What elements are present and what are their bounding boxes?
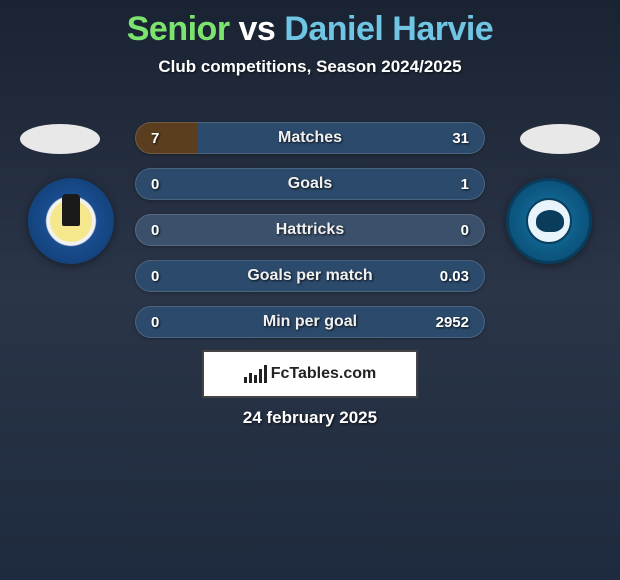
chart-icon [244,365,267,383]
stat-label: Matches [135,129,485,147]
stat-value-left: 0 [151,314,159,331]
stat-row: 0Goals per match0.03 [135,260,485,292]
stat-value-right: 0 [461,222,469,239]
player1-name: Senior [127,10,230,48]
bristol-rovers-badge [28,178,114,264]
stat-row: 0Goals1 [135,168,485,200]
stat-value-right: 2952 [436,314,469,331]
stat-value-right: 0.03 [440,268,469,285]
stat-label: Min per goal [135,313,485,331]
stat-value-right: 31 [452,130,469,147]
vs-separator: vs [230,10,285,48]
wycombe-wanderers-badge [506,178,592,264]
player2-name: Daniel Harvie [284,10,493,48]
stat-row: 0Min per goal2952 [135,306,485,338]
stat-value-left: 0 [151,268,159,285]
stat-row: 0Hattricks0 [135,214,485,246]
stat-value-left: 0 [151,222,159,239]
player2-silhouette [520,124,600,154]
stat-row: 7Matches31 [135,122,485,154]
player1-silhouette [20,124,100,154]
stat-value-left: 7 [151,130,159,147]
brand-text: FcTables.com [271,365,377,383]
snapshot-date: 24 february 2025 [0,408,620,428]
stat-label: Hattricks [135,221,485,239]
stat-value-left: 0 [151,176,159,193]
club-crest-icon [526,198,572,244]
club-crest-icon [50,200,92,242]
season-subtitle: Club competitions, Season 2024/2025 [0,57,620,77]
stat-label: Goals [135,175,485,193]
stat-label: Goals per match [135,267,485,285]
stat-value-right: 1 [461,176,469,193]
brand-watermark: FcTables.com [202,350,418,398]
comparison-title: Senior vs Daniel Harvie [0,0,620,49]
stats-container: 7Matches310Goals10Hattricks00Goals per m… [135,122,485,352]
